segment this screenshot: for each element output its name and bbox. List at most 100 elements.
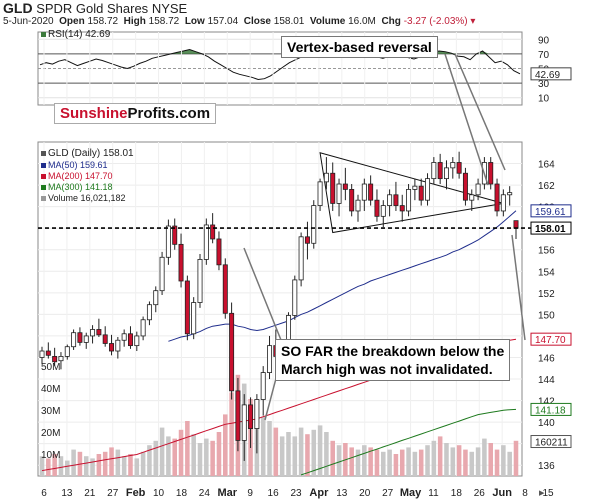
volume-bar [311, 429, 317, 476]
x-tick-label: 21 [84, 488, 96, 499]
candle-body [229, 312, 235, 392]
volume-bar [147, 445, 152, 476]
volume-bar [488, 443, 493, 476]
candle-body [39, 350, 45, 358]
callout-pointer [454, 53, 506, 171]
security-name: SPDR Gold Shares [36, 1, 149, 16]
callout-pointer [511, 234, 526, 341]
candle-body [374, 199, 380, 217]
x-tick-label: May [400, 487, 422, 499]
volume-bar [159, 427, 165, 476]
candle-body [71, 332, 77, 348]
candle-body [437, 162, 443, 180]
x-tick-label: Feb [126, 487, 146, 499]
legend-ma50: MA(50) 159.61 [41, 160, 108, 170]
volume-bar [381, 451, 386, 476]
candle-body [115, 339, 121, 352]
rsi-label: RSI(14) 42.69 [48, 29, 111, 40]
rsi-tick-label: 70 [538, 50, 550, 61]
volume-bar [387, 449, 392, 476]
candle-body [58, 356, 64, 362]
volume-bar [172, 438, 177, 476]
candle-body [355, 199, 361, 212]
volume-bar [324, 432, 329, 476]
candle-body [323, 172, 329, 183]
volume-bar [109, 447, 114, 476]
candle-body [90, 329, 96, 337]
x-tick-label: 6 [41, 488, 47, 499]
volume-bar [223, 414, 228, 476]
volume-bar [229, 392, 234, 476]
callout-breakdown: SO FAR the breakdown below the March hig… [275, 339, 511, 381]
candle-body [109, 343, 115, 352]
volume-bar [83, 456, 89, 476]
x-tick-label: 13 [61, 488, 73, 499]
candle-body [197, 259, 203, 303]
ma-line [300, 408, 517, 476]
legend-swatch-icon [41, 163, 46, 169]
axis-value-label: 160211 [535, 438, 568, 449]
price-tick-label: 156 [538, 246, 555, 257]
callout-vertex-text: Vertex-based reversal [287, 39, 432, 55]
x-tick-label: 27 [382, 488, 394, 499]
volume-bar [431, 440, 437, 476]
legend-swatch-icon [41, 174, 46, 180]
volume-tick-label: 10M [41, 450, 60, 461]
volume-bar [494, 449, 500, 476]
price-tick-label: 140 [538, 418, 555, 429]
volume-bar [374, 449, 380, 476]
candle-body [216, 238, 222, 266]
legend-swatch-icon [41, 185, 46, 191]
candle-body [399, 205, 405, 212]
axis-value-label: 141.18 [535, 405, 566, 416]
volume-bar [393, 454, 399, 476]
candle-body [507, 192, 513, 196]
candle-body [387, 194, 393, 206]
volume-bar [336, 445, 342, 476]
price-tick-label: 142 [538, 397, 555, 408]
candle-body [203, 224, 209, 260]
candle-body [140, 319, 146, 337]
volume-bar [362, 445, 367, 476]
candle-body [418, 185, 424, 201]
price-tick-label: 144 [538, 375, 555, 386]
volume-bar [425, 445, 430, 476]
x-tick-label: 16 [268, 488, 280, 499]
candle-body [260, 372, 266, 400]
volume-bar [305, 434, 310, 476]
volume-bar [58, 456, 64, 476]
volume-bar [191, 434, 196, 476]
volume-bar [437, 436, 443, 476]
volume-bar [52, 454, 57, 476]
axis-value-box [530, 435, 572, 449]
x-tick-label: 18 [176, 488, 188, 499]
triangle-pattern [319, 152, 504, 234]
candle-body [191, 302, 197, 335]
volume-bar [368, 447, 373, 476]
quote-date: 5-Jun-2020 [3, 16, 54, 27]
candle-body [292, 279, 298, 316]
legend-ma200-text: MA(200) 147.70 [48, 171, 113, 181]
volume-tick-label: 30M [41, 406, 60, 417]
volume-bar [450, 447, 456, 476]
volume-bar [298, 427, 304, 476]
chart-header-title: GLD SPDR Gold Shares NYSE [3, 0, 187, 16]
volume-bar [330, 440, 335, 476]
candle-body [361, 183, 367, 201]
candle-body [406, 189, 412, 212]
volume-bar [185, 421, 190, 476]
volume-bar [349, 447, 354, 476]
volume-value: 16.0M [348, 16, 376, 27]
volume-bar [102, 451, 108, 476]
volume-bar [121, 456, 127, 476]
candle-body [456, 162, 462, 174]
volume-bar [412, 451, 418, 476]
x-tick-label: 24 [199, 488, 211, 499]
callout-pointer [444, 53, 489, 186]
candle-body [77, 332, 83, 343]
legend-ma300: MA(300) 141.18 [41, 182, 113, 192]
legend-swatch-icon [41, 196, 46, 202]
rsi-legend: RSI(14) 42.69 [41, 29, 110, 40]
price-tick-label: 150 [538, 310, 555, 321]
